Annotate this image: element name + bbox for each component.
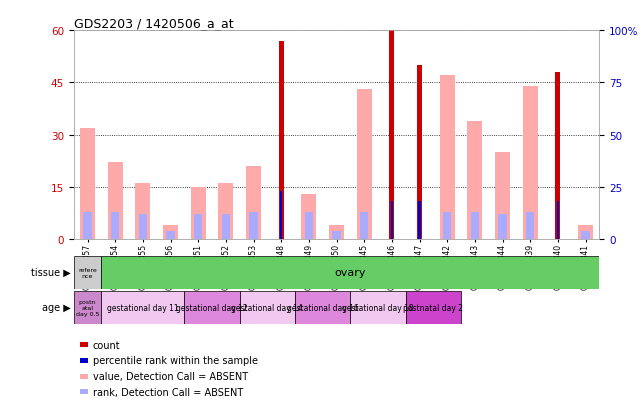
Bar — [526, 212, 535, 240]
Bar — [389, 31, 394, 240]
Bar — [351, 291, 406, 324]
Text: age ▶: age ▶ — [42, 303, 71, 313]
Text: refere
nce: refere nce — [78, 267, 97, 278]
Bar — [167, 231, 175, 240]
Bar — [218, 184, 233, 240]
Bar — [249, 212, 258, 240]
Bar — [440, 76, 455, 240]
Bar — [295, 291, 351, 324]
Text: gestational day 18: gestational day 18 — [342, 303, 414, 312]
Text: gestational day 16: gestational day 16 — [287, 303, 358, 312]
Text: count: count — [93, 340, 121, 350]
Bar — [356, 90, 372, 240]
Bar — [163, 225, 178, 240]
Bar — [74, 256, 101, 289]
Bar — [108, 163, 123, 240]
Bar — [556, 202, 559, 240]
Bar — [222, 214, 230, 240]
Text: gestational day 12: gestational day 12 — [176, 303, 248, 312]
Bar — [185, 291, 240, 324]
Text: gestational day 11: gestational day 11 — [107, 303, 179, 312]
Bar — [74, 291, 101, 324]
Text: postnatal day 2: postnatal day 2 — [403, 303, 463, 312]
Bar — [279, 41, 284, 240]
Bar — [135, 184, 151, 240]
Bar — [280, 192, 283, 240]
Bar — [329, 225, 344, 240]
Bar — [333, 231, 340, 240]
Bar — [390, 202, 393, 240]
Bar — [301, 195, 317, 240]
Bar — [406, 291, 461, 324]
Bar — [417, 66, 422, 240]
Bar — [194, 214, 203, 240]
Text: gestational day 14: gestational day 14 — [231, 303, 303, 312]
Bar — [101, 291, 185, 324]
Bar — [578, 225, 593, 240]
Bar — [467, 121, 483, 240]
Text: postn
atal
day 0.5: postn atal day 0.5 — [76, 299, 99, 316]
Bar — [111, 212, 119, 240]
Bar — [419, 202, 420, 240]
Text: tissue ▶: tissue ▶ — [31, 268, 71, 278]
Bar — [80, 128, 95, 240]
Bar — [498, 214, 506, 240]
Bar — [555, 73, 560, 240]
Text: GDS2203 / 1420506_a_at: GDS2203 / 1420506_a_at — [74, 17, 233, 30]
Bar — [581, 231, 590, 240]
Bar — [360, 212, 369, 240]
Bar — [522, 87, 538, 240]
Bar — [138, 214, 147, 240]
Text: percentile rank within the sample: percentile rank within the sample — [93, 356, 258, 366]
Bar — [240, 291, 295, 324]
Bar — [495, 153, 510, 240]
Bar — [304, 212, 313, 240]
Text: ovary: ovary — [335, 268, 366, 278]
Bar — [190, 188, 206, 240]
Text: rank, Detection Call = ABSENT: rank, Detection Call = ABSENT — [93, 387, 243, 397]
Bar — [246, 166, 261, 240]
Bar — [470, 212, 479, 240]
Bar — [443, 212, 451, 240]
Text: value, Detection Call = ABSENT: value, Detection Call = ABSENT — [93, 371, 248, 381]
Bar — [83, 212, 92, 240]
